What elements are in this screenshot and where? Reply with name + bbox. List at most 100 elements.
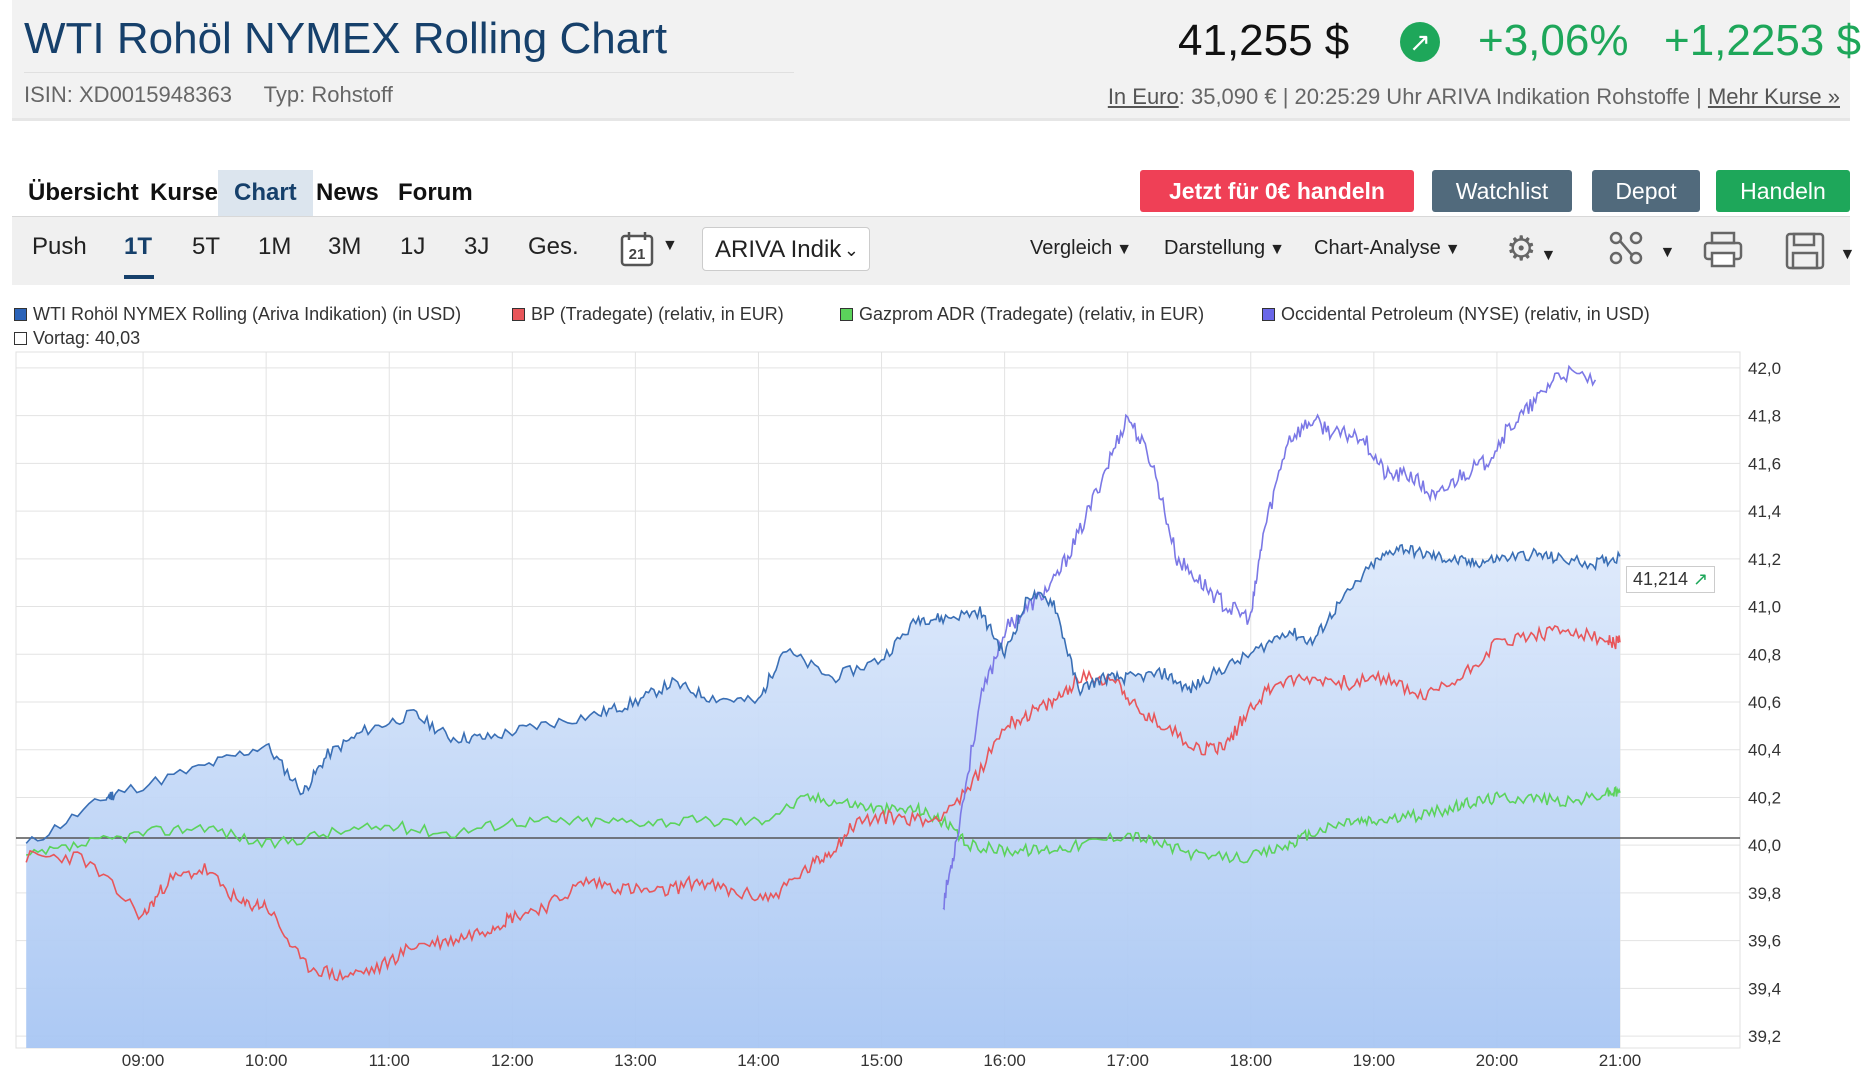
quote-header: WTI Rohöl NYMEX Rolling Chart ISIN: XD00… — [12, 0, 1861, 120]
settings-menu[interactable]: ⚙ ▼ — [1506, 229, 1556, 269]
x-tick-label: 11:00 — [369, 1051, 410, 1070]
x-tick-label: 20:00 — [1476, 1051, 1519, 1070]
y-tick-label: 40,8 — [1748, 645, 1781, 664]
drawing-tools-menu[interactable]: ▼ — [1606, 229, 1675, 276]
y-tick-label: 41,6 — [1748, 454, 1781, 473]
legend-swatch — [14, 308, 27, 321]
tab-chart[interactable]: Chart — [218, 170, 313, 216]
in-euro-link[interactable]: In Euro — [1107, 84, 1179, 109]
page-title: WTI Rohöl NYMEX Rolling Chart — [24, 14, 668, 63]
source-select[interactable]: ARIVA Indik ⌄ — [702, 227, 870, 271]
y-tick-label: 41,2 — [1748, 550, 1781, 569]
last-value-tag: 41,214 ↗ — [1626, 566, 1716, 593]
y-tick-label: 41,8 — [1748, 407, 1781, 426]
legend-item-occidental[interactable]: Occidental Petroleum (NYSE) (relativ, in… — [1262, 304, 1650, 325]
darstellung-menu[interactable]: Darstellung ▼ — [1164, 237, 1285, 260]
type-label: Typ: Rohstoff — [263, 82, 393, 107]
save-menu[interactable]: ▼ — [1784, 231, 1855, 280]
more-prices-link[interactable]: Mehr Kurse » — [1707, 84, 1840, 109]
print-icon[interactable] — [1702, 231, 1744, 278]
handeln-button[interactable]: Handeln — [1716, 170, 1850, 212]
y-tick-label: 40,4 — [1748, 741, 1781, 760]
calendar-caret-icon[interactable]: ▼ — [662, 237, 678, 254]
gear-icon: ⚙ — [1506, 230, 1537, 268]
active-range-indicator — [124, 275, 154, 279]
legend-item-gazprom[interactable]: Gazprom ADR (Tradegate) (relativ, in EUR… — [840, 304, 1204, 325]
chart-analyse-menu[interactable]: Chart-Analyse ▼ — [1314, 237, 1461, 260]
vergleich-label: Vergleich — [1030, 237, 1113, 259]
caret-down-icon: ▼ — [1269, 241, 1286, 258]
chevron-down-icon: ⌄ — [843, 240, 859, 260]
tab-news[interactable]: News — [316, 179, 379, 206]
depot-button[interactable]: Depot — [1592, 170, 1700, 212]
tab-kurse[interactable]: Kurse — [150, 179, 219, 206]
x-tick-label: 17:00 — [1106, 1051, 1149, 1070]
legend-item-vortag[interactable]: Vortag: 40,03 — [14, 328, 140, 349]
legend-label: Vortag: 40,03 — [33, 328, 141, 348]
x-tick-label: 09:00 — [122, 1051, 165, 1070]
legend-item-wti[interactable]: WTI Rohöl NYMEX Rolling (Ariva Indikatio… — [14, 304, 461, 325]
series-line-wti — [25, 543, 1621, 844]
trade-free-button[interactable]: Jetzt für 0€ handeln — [1140, 170, 1414, 212]
calendar-icon[interactable]: 21 — [620, 231, 654, 267]
y-tick-label: 40,2 — [1748, 788, 1781, 807]
current-price: 41,255 $ — [1178, 16, 1350, 65]
range-1m[interactable]: 1M — [258, 233, 292, 260]
x-tick-label: 10:00 — [245, 1051, 288, 1070]
arrow-up-right-icon: ↗ — [1400, 22, 1440, 62]
x-tick-label: 18:00 — [1229, 1051, 1272, 1070]
calendar-day: 21 — [629, 246, 646, 263]
darstellung-label: Darstellung — [1164, 237, 1266, 259]
tab-uebersicht[interactable]: Übersicht — [28, 179, 139, 206]
series-layer — [25, 364, 1621, 982]
legend-swatch — [840, 308, 853, 321]
legend-label: WTI Rohöl NYMEX Rolling (Ariva Indikatio… — [33, 304, 462, 324]
isin-label: ISIN: XD0015948363 — [24, 82, 232, 107]
range-3m[interactable]: 3M — [328, 233, 362, 260]
caret-down-icon: ▼ — [1116, 241, 1133, 258]
source-select-value: ARIVA Indik — [715, 236, 842, 263]
x-axis: 09:00 10:00 11:00 12:00 13:00 14:00 15:00 16:00… — [122, 1051, 1641, 1070]
legend-swatch — [512, 308, 525, 321]
x-tick-label: 21:00 — [1599, 1051, 1642, 1070]
legend-label: Gazprom ADR (Tradegate) (relativ, in EUR… — [859, 304, 1205, 324]
y-tick-label: 40,6 — [1748, 693, 1781, 712]
legend-label: BP (Tradegate) (relativ, in EUR) — [531, 304, 784, 324]
range-5t[interactable]: 5T — [192, 233, 221, 260]
x-tick-label: 13:00 — [614, 1051, 657, 1070]
series-line-bp — [25, 625, 1621, 982]
series-line-gazprom — [26, 785, 1621, 864]
floppy-disk-icon — [1785, 232, 1825, 270]
legend-swatch — [1262, 308, 1275, 321]
x-tick-label: 14:00 — [737, 1051, 780, 1070]
legend-item-bp[interactable]: BP (Tradegate) (relativ, in EUR) — [512, 304, 784, 325]
y-tick-label: 39,8 — [1748, 884, 1781, 903]
y-tick-label: 39,6 — [1748, 932, 1781, 951]
caret-down-icon: ▼ — [1839, 246, 1856, 263]
y-tick-label: 39,4 — [1748, 979, 1781, 998]
instrument-meta: ISIN: XD0015948363 Typ: Rohstoff — [24, 82, 419, 108]
header-divider — [12, 118, 1850, 121]
range-3j[interactable]: 3J — [464, 233, 490, 260]
chart-analyse-label: Chart-Analyse — [1314, 237, 1441, 259]
y-tick-label: 41,4 — [1748, 502, 1781, 521]
range-ges[interactable]: Ges. — [528, 233, 579, 260]
chart-toolbar: Push 1T 5T 1M 3M 1J 3J Ges. 21 ▼ ARIVA I… — [12, 216, 1855, 285]
legend-swatch — [14, 332, 27, 345]
vergleich-menu[interactable]: Vergleich ▼ — [1030, 237, 1132, 260]
watchlist-button[interactable]: Watchlist — [1432, 170, 1572, 212]
euro-price-text: : 35,090 € | 20:25:29 Uhr ARIVA Indikati… — [1178, 84, 1708, 109]
range-1t[interactable]: 1T — [124, 233, 153, 260]
y-tick-label: 40,0 — [1748, 836, 1781, 855]
change-percent: +3,06% — [1478, 16, 1629, 65]
x-tick-label: 12:00 — [491, 1051, 534, 1070]
range-1j[interactable]: 1J — [400, 233, 426, 260]
tab-forum[interactable]: Forum — [398, 179, 473, 206]
caret-down-icon: ▼ — [1659, 244, 1676, 261]
arrow-up-right-icon: ↗ — [1693, 569, 1709, 589]
euro-price-line: In Euro: 35,090 € | 20:25:29 Uhr ARIVA I… — [1108, 84, 1840, 110]
y-axis: 39,2 39,4 39,6 39,8 40,0 40,2 40,4 40,6 40,8 41,0… — [1748, 359, 1781, 1046]
range-push[interactable]: Push — [32, 233, 87, 260]
y-tick-label: 39,2 — [1748, 1027, 1781, 1046]
